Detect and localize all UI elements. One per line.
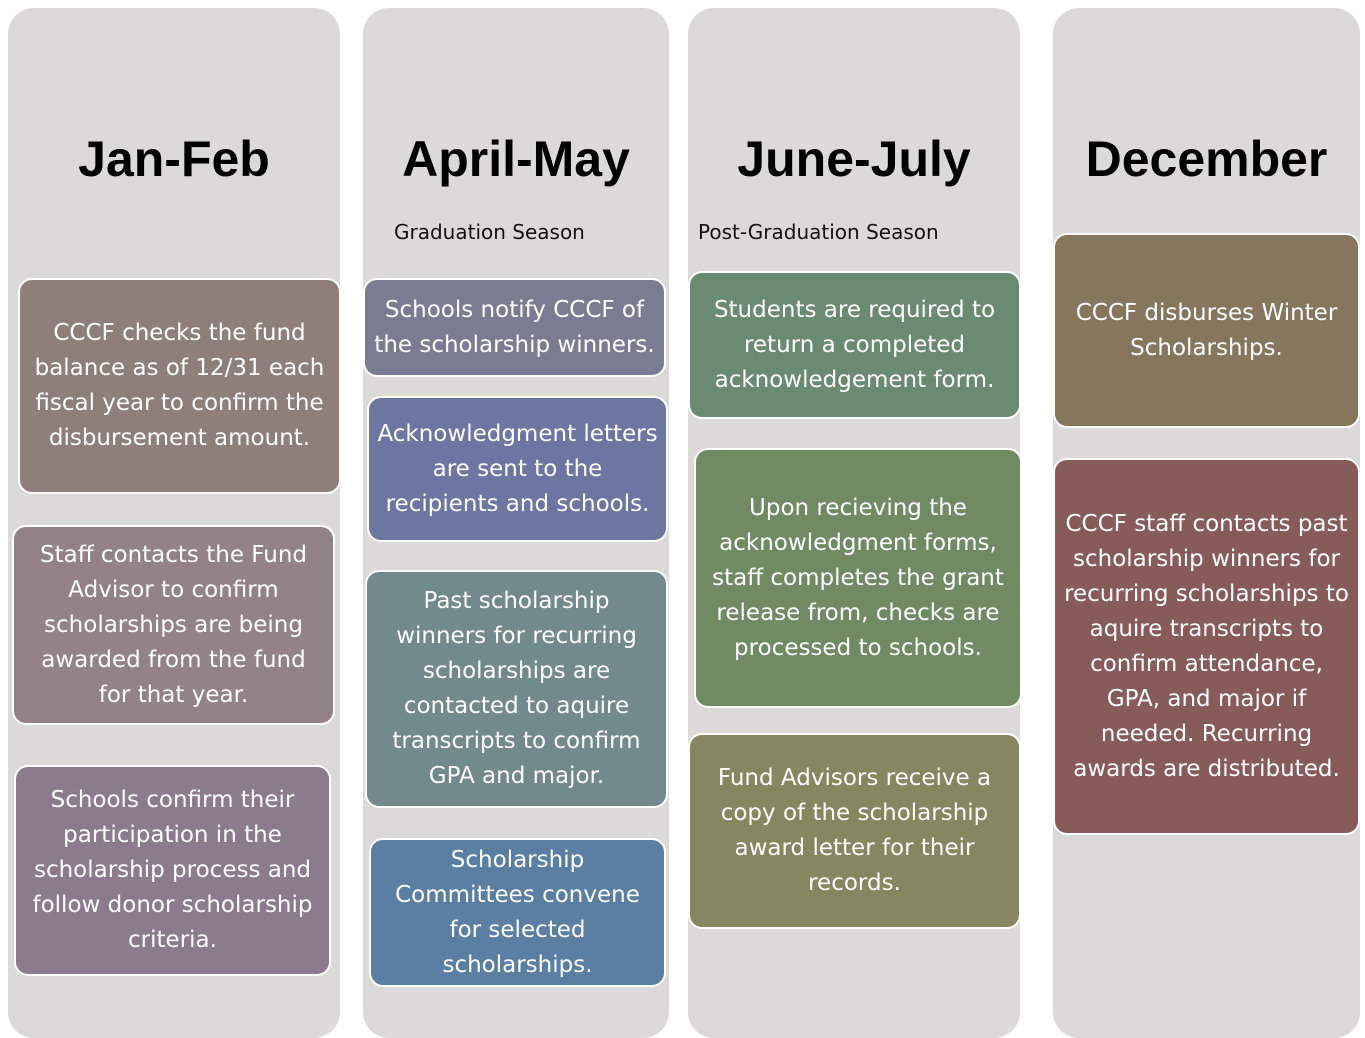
step-box: Students are required to return a comple… xyxy=(688,271,1021,419)
step-box: CCCF checks the fund balance as of 12/31… xyxy=(18,278,341,494)
column-title: Jan-Feb xyxy=(78,131,270,187)
step-box: Upon recieving the acknowledgment forms,… xyxy=(694,448,1022,708)
column-title: June-July xyxy=(737,131,971,187)
step-box: Schools notify CCCF of the scholarship w… xyxy=(363,278,666,377)
step-box: Scholarship Committees convene for selec… xyxy=(369,838,666,987)
step-box: Past scholarship winners for recurring s… xyxy=(365,570,668,808)
column-title: April-May xyxy=(402,131,630,187)
column-subtitle: Graduation Season xyxy=(394,220,585,244)
column-subtitle: Post-Graduation Season xyxy=(698,220,939,244)
step-box: Acknowledgment letters are sent to the r… xyxy=(367,396,668,542)
step-box: Schools confirm their participation in t… xyxy=(14,765,331,976)
step-box: CCCF staff contacts past scholarship win… xyxy=(1053,458,1360,835)
column-title: December xyxy=(1085,131,1328,187)
step-box: Fund Advisors receive a copy of the scho… xyxy=(688,733,1021,929)
step-box: CCCF disburses Winter Scholarships. xyxy=(1053,233,1360,428)
step-box: Staff contacts the Fund Advisor to confi… xyxy=(12,525,335,725)
page: Jan-Feb CCCF checks the fund balance as o… xyxy=(8,8,1360,1038)
